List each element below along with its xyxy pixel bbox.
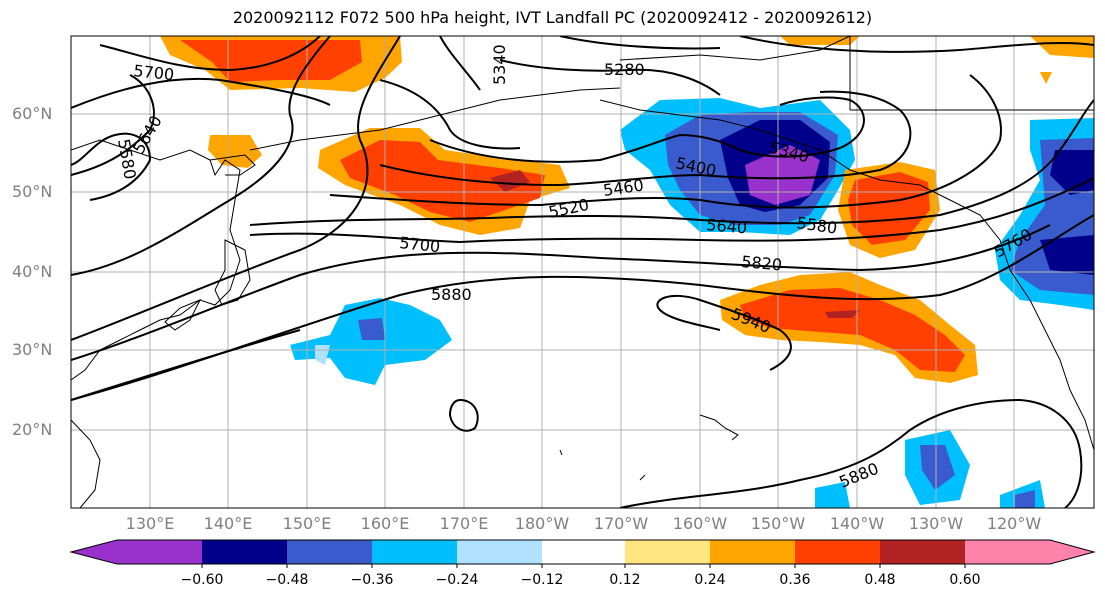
lon-label-140w: 140°W [829, 514, 885, 533]
colorbar-tick-label: 0.36 [779, 572, 811, 588]
colorbar-tick-label: 0.48 [864, 572, 896, 588]
lon-label-170e: 170°E [439, 514, 489, 533]
lon-label-160w: 160°W [672, 514, 728, 533]
lon-label-150e: 150°E [282, 514, 332, 533]
lon-label-150w: 150°W [750, 514, 806, 533]
contour-label-5340-n: 5340 [490, 44, 509, 85]
lat-label-50n: 50°N [12, 182, 53, 201]
lon-label-130e: 130°E [125, 514, 175, 533]
colorbar-segment [117, 540, 202, 564]
contour-label-5640-gulf: 5640 [706, 215, 748, 237]
colorbar-max-arrow [1050, 540, 1094, 564]
lat-label-30n: 30°N [12, 340, 53, 359]
colorbar-tick-label: −0.60 [180, 572, 224, 588]
lon-label-140e: 140°E [203, 514, 253, 533]
colorbar-segment [372, 540, 457, 564]
colorbar-tick-label: −0.48 [265, 572, 309, 588]
lat-label-60n: 60°N [12, 104, 53, 123]
colorbar-segment [880, 540, 965, 564]
lon-label-120w: 120°W [986, 514, 1042, 533]
colorbar-segment [287, 540, 372, 564]
colorbar-segment [542, 540, 625, 564]
ivt-shading [160, 36, 1094, 508]
colorbar-tick-label: 0.60 [949, 572, 981, 588]
contour-label-5820: 5820 [741, 252, 783, 274]
map-title: 2020092112 F072 500 hPa height, IVT Land… [232, 8, 873, 27]
lat-label-20n: 20°N [12, 420, 53, 439]
map-frame [70, 35, 1095, 509]
colorbar-min-arrow [71, 540, 117, 564]
colorbar-segment [710, 540, 795, 564]
colorbar-segment [625, 540, 710, 564]
colorbar-tick-label: −0.12 [520, 572, 564, 588]
lon-label-170w: 170°W [593, 514, 649, 533]
colorbar-segment [965, 540, 1050, 564]
colorbar-tick-label: 0.24 [694, 572, 726, 588]
lon-label-160e: 160°E [360, 514, 410, 533]
colorbar-tick-label: −0.24 [435, 572, 479, 588]
lon-label-130w: 130°W [908, 514, 964, 533]
contour-label-5280: 5280 [604, 60, 645, 79]
contour-label-5700-central: 5700 [399, 233, 441, 256]
colorbar-segment [795, 540, 880, 564]
graticule [71, 36, 1094, 508]
colorbar-tick-label: 0.12 [609, 572, 641, 588]
contour-label-5700-nw: 5700 [133, 61, 175, 84]
colorbar-segment [457, 540, 542, 564]
colorbar-segment [202, 540, 287, 564]
colorbar-tick-label: −0.36 [350, 572, 394, 588]
height-contours [71, 36, 1094, 508]
colorbar [69, 539, 1096, 568]
lon-label-180w: 180°W [514, 514, 570, 533]
contour-label-5880-central: 5880 [431, 285, 472, 304]
lat-label-40n: 40°N [12, 262, 53, 281]
